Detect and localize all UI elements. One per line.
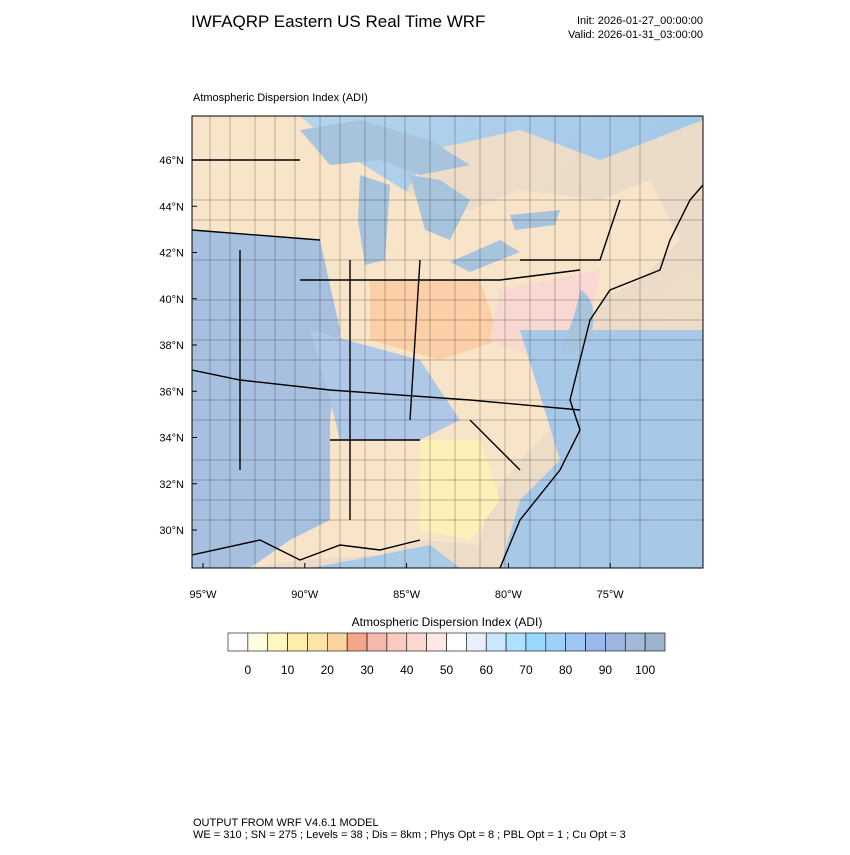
lon-label: 80°W [495,589,523,601]
colorbar: 0 10 20 30 40 50 60 70 80 90 100 [227,632,666,677]
lat-label: 42°N [159,248,184,260]
footer-line: WE = 310 ; SN = 275 ; Levels = 38 ; Dis … [193,829,626,841]
colorbar-box [505,632,527,652]
map-title: Atmospheric Dispersion Index (ADI) [193,92,368,104]
colorbar-label: 100 [635,663,655,677]
lon-label: 90°W [291,589,319,601]
lat-label: 44°N [159,201,184,213]
colorbar-box [585,632,606,652]
colorbar-box [565,632,586,652]
colorbar-box [525,632,547,652]
colorbar-title: Atmospheric Dispersion Index (ADI) [352,615,543,629]
colorbar-box [386,632,408,652]
colorbar-label: 30 [360,663,374,677]
lon-axis: 95°W 90°W 85°W 80°W 75°W [189,563,624,601]
colorbar-box [446,632,467,652]
valid-time: Valid: 2026-01-31_03:00:00 [568,29,703,41]
colorbar-label: 80 [559,663,573,677]
colorbar-box [227,632,249,652]
map [192,116,703,568]
colorbar-label: 60 [480,663,494,677]
colorbar-box [366,632,388,652]
colorbar-label: 90 [599,663,613,677]
colorbar-box [406,632,427,652]
lon-label: 75°W [597,589,625,601]
init-time: Init: 2026-01-27_00:00:00 [577,15,703,27]
colorbar-label: 20 [321,663,335,677]
colorbar-box [605,632,626,652]
lat-axis: 46°N 44°N 42°N 40°N 38°N 36°N 34°N 32°N 30°N [159,155,197,537]
map-frame [191,115,704,569]
colorbar-label: 40 [400,663,414,677]
colorbar-box [545,632,566,652]
colorbar-box [346,632,368,652]
footer-line: OUTPUT FROM WRF V4.6.1 MODEL [193,817,379,829]
colorbar-box [466,632,487,652]
colorbar-label: 10 [281,663,295,677]
colorbar-label: 50 [440,663,454,677]
colorbar-box [624,632,646,652]
colorbar-box [327,632,348,652]
colorbar-box [307,632,328,652]
lat-label: 38°N [159,340,184,352]
colorbar-box [485,632,507,652]
lat-label: 32°N [159,479,184,491]
lon-label: 95°W [189,589,217,601]
colorbar-label: 0 [245,663,252,677]
lat-label: 40°N [159,294,184,306]
header-title: IWFAQRP Eastern US Real Time WRF [191,12,485,31]
lat-label: 34°N [159,433,184,445]
colorbar-box [267,632,288,652]
lat-label: 46°N [159,155,184,167]
lat-label: 30°N [159,525,184,537]
lon-label: 85°W [393,589,421,601]
colorbar-box [644,632,666,652]
lat-label: 36°N [159,386,184,398]
colorbar-box [247,632,269,652]
colorbar-box [426,632,447,652]
colorbar-box [287,632,308,652]
colorbar-label: 70 [519,663,533,677]
